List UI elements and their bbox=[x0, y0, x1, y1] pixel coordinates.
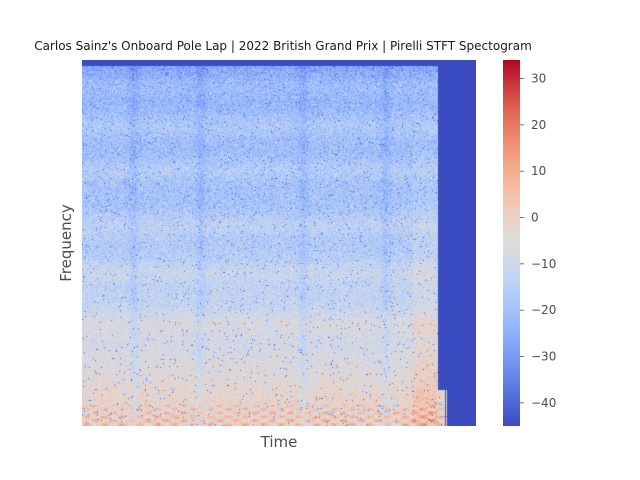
y-axis-label: Frequency bbox=[57, 204, 75, 282]
colorbar-tick-label: 30 bbox=[531, 72, 546, 86]
chart-title: Carlos Sainz's Onboard Pole Lap | 2022 B… bbox=[34, 39, 532, 53]
colorbar-gradient bbox=[503, 60, 520, 426]
colorbar-ticks: 30 20 10 0 −10 −20 −30 −40 bbox=[520, 72, 556, 410]
colorbar-tick-label: 0 bbox=[531, 211, 539, 225]
colorbar-tick-label: −40 bbox=[531, 396, 556, 410]
x-axis-label: Time bbox=[260, 433, 298, 451]
spectrogram-heatmap bbox=[82, 60, 476, 426]
colorbar-tick-label: −30 bbox=[531, 350, 556, 364]
colorbar-tick-label: −10 bbox=[531, 257, 556, 271]
colorbar-tick-label: 10 bbox=[531, 164, 546, 178]
colorbar-tick-label: 20 bbox=[531, 118, 546, 132]
colorbar: 30 20 10 0 −10 −20 −30 −40 bbox=[503, 60, 556, 426]
colorbar-tick-label: −20 bbox=[531, 303, 556, 317]
spectrogram-plot bbox=[82, 60, 476, 426]
